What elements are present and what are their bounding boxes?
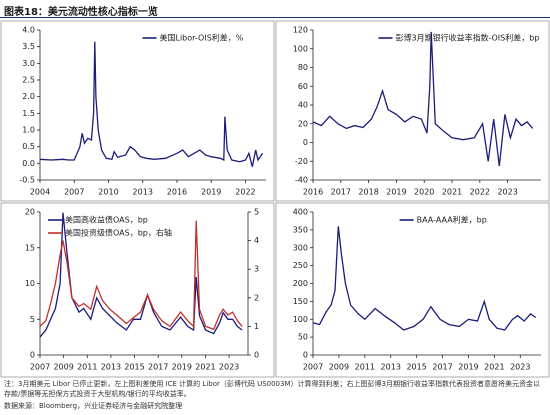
- header-title: 图表18：美元流动性核心指标一览: [4, 7, 158, 18]
- series-line: [39, 41, 264, 167]
- chart-panel: -40 -20 0 20 40 60 80 100 120 2016 2017 2018 2019 202…: [275, 20, 550, 202]
- x-tick-label: 2010: [98, 188, 118, 197]
- y-tick-label: 150: [293, 297, 308, 306]
- x-tick-label: 2023: [219, 363, 239, 372]
- x-tick-label: 2009: [329, 363, 349, 372]
- x-tick-label: 2011: [77, 363, 97, 372]
- y-tick-label: 80: [298, 63, 308, 72]
- x-tick-label: 2011: [355, 363, 375, 372]
- y2-tick-label: 1: [254, 322, 259, 331]
- y-tick-label: 20: [298, 119, 308, 128]
- x-tick-label: 2023: [497, 188, 517, 197]
- x-tick-label: 2015: [406, 363, 426, 372]
- x-tick-label: 2023: [510, 363, 530, 372]
- y-tick-label: -20: [295, 157, 308, 166]
- y2-tick-label: 2: [254, 293, 259, 302]
- x-tick-label: 2013: [381, 363, 401, 372]
- y-tick-label: 1.5: [22, 109, 35, 118]
- y-tick-label: 350: [293, 225, 308, 234]
- y-tick-label: 250: [293, 261, 308, 270]
- x-tick-label: 2022: [470, 188, 490, 197]
- y-tick-label: 2.5: [22, 76, 35, 85]
- series-line: [39, 212, 243, 338]
- y-tick-label: 60: [298, 82, 308, 91]
- x-tick-label: 2017: [331, 188, 351, 197]
- y-tick-label: 50: [298, 333, 308, 342]
- y-tick-label: 100: [293, 44, 308, 53]
- y-tick-label: 300: [293, 243, 308, 252]
- y-tick-label: 200: [293, 279, 308, 288]
- x-tick-label: 2009: [53, 363, 73, 372]
- x-tick-label: 2007: [30, 363, 50, 372]
- y-tick-label: 2.0: [22, 92, 35, 101]
- panel-border: [0, 202, 275, 378]
- x-tick-label: 2022: [235, 188, 255, 197]
- chart-panel: 0 50 100 150 200 250 300 350 400 2007 2009 2011 2013…: [275, 202, 550, 378]
- legend-label: 彭博3月期银行收益率指数-OIS利差，bp: [396, 33, 540, 43]
- x-tick-label: 2021: [442, 188, 462, 197]
- x-tick-label: 2019: [201, 188, 221, 197]
- x-tick-label: 2019: [172, 363, 192, 372]
- y-tick-label: 100: [293, 315, 308, 324]
- x-tick-label: 2016: [303, 188, 323, 197]
- source: 数据来源：Bloomberg，兴业证券经济与金融研究院整理: [4, 402, 183, 410]
- x-tick-label: 2020: [414, 188, 434, 197]
- panel-border: [0, 20, 275, 202]
- x-tick-label: 2017: [432, 363, 452, 372]
- panel-border: [275, 202, 550, 378]
- y2-tick-label: 4: [254, 236, 259, 245]
- x-tick-label: 2007: [64, 188, 84, 197]
- legend-label: 美国投资级债OAS，bp，右轴: [65, 228, 172, 238]
- y-tick-label: 0: [303, 138, 308, 147]
- x-tick-label: 2018: [358, 188, 378, 197]
- note: 注：3月期美元 Libor 已停止更新，左上图利差使用 ICE 计算的 Libo…: [4, 380, 540, 398]
- y-tick-label: 20: [25, 208, 35, 217]
- x-tick-label: 2013: [133, 188, 153, 197]
- x-tick-label: 2019: [458, 363, 478, 372]
- y-tick-label: 0.5: [22, 142, 35, 151]
- x-tick-label: 2021: [195, 363, 215, 372]
- y-tick-label: 5: [30, 315, 35, 324]
- y-tick-label: 15: [25, 243, 35, 252]
- y-tick-label: 0.0: [22, 159, 35, 168]
- y-tick-label: 0: [303, 351, 308, 360]
- y-tick-label: -0.5: [19, 176, 35, 185]
- x-tick-label: 2004: [30, 188, 50, 197]
- y-tick-label: 40: [298, 101, 308, 110]
- y2-tick-label: 0: [254, 351, 259, 360]
- y-tick-label: -40: [295, 176, 308, 185]
- x-tick-label: 2015: [124, 363, 144, 372]
- series-line: [312, 31, 534, 166]
- y-tick-label: 4.0: [22, 26, 35, 35]
- y-tick-label: 400: [293, 208, 308, 217]
- x-tick-label: 2017: [148, 363, 168, 372]
- panel-border: [275, 20, 550, 202]
- series-line: [39, 220, 243, 331]
- y-tick-label: 10: [25, 279, 35, 288]
- legend-label: BAA-AAA利差，bp: [417, 215, 487, 225]
- legend-label: 美国高收益债OAS，bp: [65, 215, 148, 225]
- y-tick-label: 3.0: [22, 59, 35, 68]
- y-tick-label: 3.5: [22, 42, 35, 51]
- y2-tick-label: 3: [254, 265, 259, 274]
- y-tick-label: 1.0: [22, 126, 35, 135]
- x-tick-label: 2013: [101, 363, 121, 372]
- y2-tick-label: 5: [254, 208, 259, 217]
- x-tick-label: 2021: [484, 363, 504, 372]
- x-tick-label: 2016: [167, 188, 187, 197]
- chart-panel: -0.5 0.0 0.5 1.0 1.5 2.0 2.5 3.0 3.5 4.0 2004 2007 2…: [0, 20, 275, 202]
- x-tick-label: 2007: [303, 363, 323, 372]
- header-rule: [0, 17, 550, 18]
- y-tick-label: 120: [293, 26, 308, 35]
- y-tick-label: 0: [30, 351, 35, 360]
- chart-panel: 0 5 10 15 20 0 1 2 3 4 5 2007 2009 2011 2013 2015 2017 20…: [0, 202, 275, 378]
- series-line: [312, 226, 537, 331]
- x-tick-label: 2019: [386, 188, 406, 197]
- legend-label: 美国Libor-OIS利差，%: [160, 33, 244, 43]
